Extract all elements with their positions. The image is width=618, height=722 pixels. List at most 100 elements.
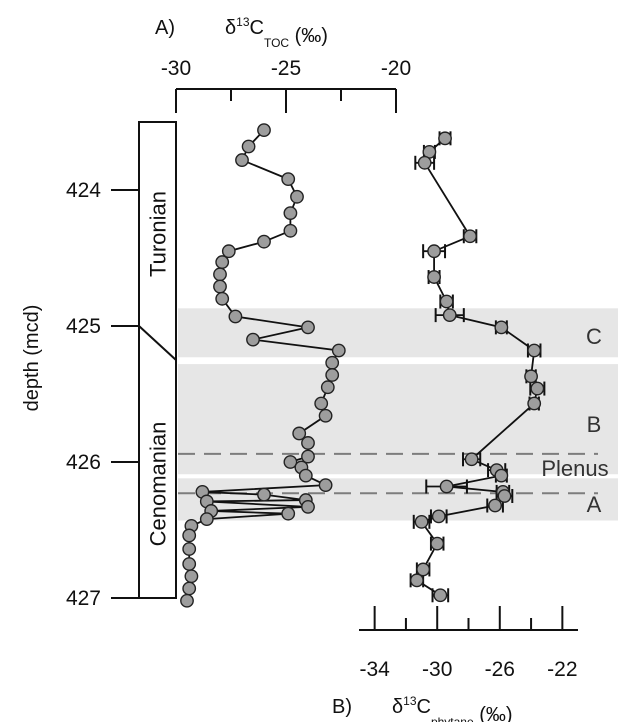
- panel-a-letter: A): [155, 17, 175, 39]
- panel-a-data-point: [301, 320, 315, 335]
- x-tick-label: -25: [271, 57, 301, 80]
- y-axis: depth (mcd) 424 425 426 427: [21, 122, 140, 610]
- panel-b-data-point: [530, 381, 545, 396]
- panel-b-data-point: [409, 573, 424, 588]
- panel-a-data-point: [325, 355, 340, 370]
- panel-b-data-point: [438, 131, 452, 146]
- panel-b-data-point: [427, 270, 441, 284]
- panel-a-data-point: [290, 189, 304, 204]
- panel-a-data-point: [314, 396, 329, 411]
- panel-a-data-point: [281, 172, 296, 187]
- y-tick-label: 425: [66, 315, 101, 338]
- panel-b-data-point: [494, 468, 509, 483]
- title-unit: (‰): [474, 704, 513, 722]
- zone-label-a: A: [587, 492, 602, 517]
- panel-a-data-point: [241, 139, 256, 154]
- x-tick-label: -20: [381, 57, 411, 80]
- panel-a-data-point: [213, 279, 227, 294]
- panel-a-data-point: [213, 267, 227, 282]
- panel-a-data-point: [182, 528, 197, 543]
- zone-label-c: C: [586, 324, 602, 349]
- panel-b-data-point: [431, 509, 446, 524]
- panel-b-data-point: [417, 155, 432, 170]
- panel-a-data-point: [199, 512, 214, 527]
- y-tick-label: 427: [66, 587, 101, 610]
- zone-c-shade: [178, 308, 618, 358]
- title-unit: (‰): [289, 25, 328, 47]
- panel-b-data-point: [439, 479, 454, 494]
- series-layer: [180, 123, 546, 608]
- panel-a-data-point: [215, 291, 230, 306]
- panel-b-data-point: [494, 320, 509, 335]
- stage-column: Turonian Cenomanian: [138, 121, 177, 599]
- title-main: δ: [392, 696, 403, 718]
- panel-a-data-point: [215, 255, 230, 269]
- panel-a-title: δ13CTOC (‰): [225, 15, 328, 50]
- x-tick-label: -30: [422, 658, 452, 681]
- panel-a-data-point: [301, 449, 315, 464]
- x-tick-label: -30: [161, 57, 191, 80]
- panel-b-data-point: [527, 396, 542, 411]
- panel-a-data-point: [292, 426, 307, 441]
- panel-a-data-point: [257, 487, 271, 502]
- title-C: C: [250, 17, 264, 39]
- stage-label-turonian: Turonian: [146, 191, 171, 277]
- plenus-label: Plenus: [541, 456, 608, 481]
- x-tick-label: -34: [359, 658, 390, 681]
- panel-b-data-point: [497, 489, 512, 503]
- title-main: δ: [225, 17, 236, 39]
- panel-b-data-point: [414, 514, 429, 529]
- panel-a-data-point: [228, 309, 243, 324]
- panel-a-data-point: [184, 569, 199, 584]
- panel-b-title: δ13Cphytane (‰): [392, 694, 513, 722]
- panel-b-data-point: [463, 229, 477, 244]
- panel-b-data-point: [527, 343, 542, 358]
- panel-a-data-point: [318, 408, 333, 423]
- panel-a-data-point: [283, 206, 298, 221]
- background-layer: [178, 308, 618, 521]
- panel-b-data-point: [439, 294, 454, 309]
- panel-b-data-point: [427, 244, 441, 259]
- panel-a-data-point: [298, 468, 313, 483]
- top-x-axis: -30 -25 -20 A) δ13CTOC (‰): [155, 15, 411, 113]
- panel-b-data-point: [416, 562, 431, 577]
- panel-b-data-point: [524, 369, 538, 384]
- panel-b-letter: B): [332, 696, 352, 718]
- x-tick-label: -22: [547, 658, 577, 681]
- title-sub: phytane: [431, 715, 474, 722]
- panel-a-data-point: [318, 478, 333, 493]
- panel-b-data-point: [433, 588, 448, 603]
- panel-a-data-point: [182, 581, 197, 596]
- panel-a-data-point: [235, 153, 249, 167]
- stage-boundary-line: [138, 325, 177, 361]
- panel-a-data-point: [182, 542, 197, 556]
- panel-a-data-point: [221, 244, 236, 259]
- zone-a-shade: [178, 478, 618, 521]
- panel-b-data-point: [464, 452, 479, 467]
- panel-a-data-point: [283, 455, 298, 469]
- panel-a-data-point: [331, 343, 346, 358]
- title-sub: TOC: [264, 36, 289, 50]
- panel-b-data-point: [442, 308, 457, 323]
- panel-a-data-point: [281, 506, 296, 521]
- title-sup: 13: [236, 15, 250, 29]
- title-sup: 13: [403, 694, 417, 708]
- y-tick-label: 426: [66, 451, 101, 474]
- panel-a-data-point: [325, 368, 340, 382]
- panel-a-data-point: [301, 499, 315, 514]
- panel-a-data-point: [182, 557, 197, 571]
- panel-a-data-point: [301, 436, 315, 450]
- labels-layer: C B A Plenus: [541, 324, 608, 517]
- x-tick-label: -26: [485, 658, 515, 681]
- panel-a-data-point: [257, 234, 271, 249]
- panel-b-data-point: [488, 498, 502, 513]
- panel-a-data-point: [320, 380, 335, 395]
- y-tick-label: 424: [66, 179, 101, 202]
- panel-a-data-point: [246, 332, 260, 347]
- y-axis-label: depth (mcd): [21, 305, 43, 412]
- zone-label-b: B: [587, 412, 602, 437]
- panel-b-data-point: [430, 536, 445, 551]
- bottom-x-axis: -34 -30 -26 -22 B) δ13Cphytane (‰): [332, 606, 578, 722]
- stage-label-cenomanian: Cenomanian: [146, 422, 171, 547]
